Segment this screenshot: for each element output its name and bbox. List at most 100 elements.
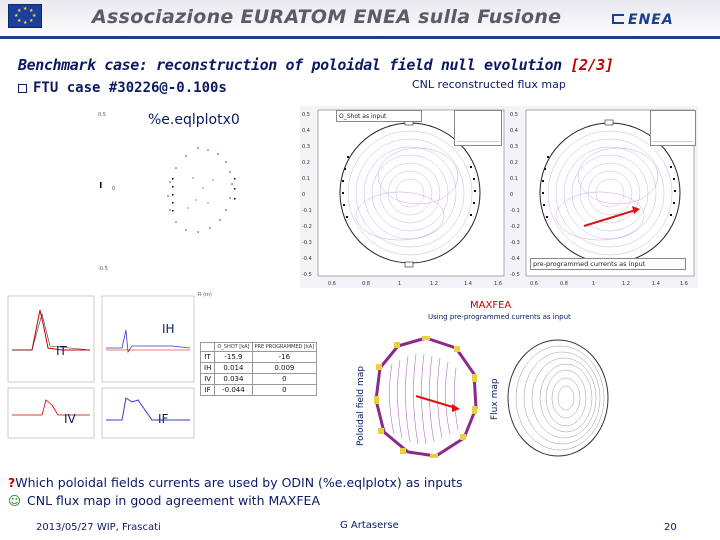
mid-xtick: 1.4 — [464, 281, 472, 287]
mid-ytick: 0.1 — [302, 176, 310, 182]
note-line-1-text: Which poloidal fields currents are used … — [15, 475, 463, 490]
note-line-1: ?Which poloidal fields currents are used… — [8, 475, 463, 490]
note-line-2: ☺ CNL flux map in good agreement with MAX… — [8, 493, 320, 508]
association-title: Associazione EURATOM ENEA sulla Fusione — [92, 6, 562, 28]
right-xtick: 1.6 — [680, 281, 688, 287]
table-cell: 0 — [251, 384, 318, 396]
right-xtick: 1.2 — [622, 281, 630, 287]
maxfea-sublabel: Using pre-programmed currents as input — [428, 313, 571, 321]
table-cell: -0.044 — [214, 384, 253, 396]
table-row: IT -15.9 -16 — [199, 351, 318, 363]
table-cell: IH — [199, 362, 216, 374]
right-xtick: 0.8 — [560, 281, 568, 287]
table-cell: 0.034 — [214, 373, 253, 385]
table-row: IV 0.034 0 — [199, 373, 318, 385]
poloidal-axis-label: Poloidal field map — [356, 366, 366, 446]
enea-mark-icon — [612, 14, 624, 24]
mid-ytick: -0.2 — [302, 224, 312, 230]
poloidal-map-panel — [372, 334, 480, 462]
right-legend — [650, 110, 696, 146]
mid-ytick: -0.1 — [302, 208, 312, 214]
right-ytick: -0.1 — [510, 208, 520, 214]
waveform-label-if: IF — [158, 412, 169, 426]
right-ytick: -0.3 — [510, 240, 520, 246]
cnl-label: CNL reconstructed flux map — [412, 78, 566, 91]
case-line: FTU case #30226@-0.100s — [18, 80, 227, 96]
eqlplot-panel: 0.5 0 -0.5 R (m) — [98, 108, 296, 298]
mid-xtick: 1.6 — [494, 281, 502, 287]
currents-table-wrap: O_SHOT [kA] PRE PROGRAMMED [kA] IT -15.9… — [199, 342, 318, 396]
right-xtick: 1.4 — [652, 281, 660, 287]
mid-ytick: -0.3 — [302, 240, 312, 246]
mid-xtick: 1 — [398, 281, 401, 287]
waveform-svg — [7, 295, 195, 439]
mid-ytick: 0.2 — [302, 160, 310, 166]
flux-axis-label: Flux map — [490, 378, 500, 420]
right-ytick: 0.3 — [510, 144, 518, 150]
waveform-panel — [2, 290, 198, 440]
flux-axis-text: Flux map — [490, 378, 500, 420]
right-ytick: 0.5 — [510, 112, 518, 118]
eqlplot-svg: 0.5 0 -0.5 R (m) — [98, 112, 236, 298]
question-icon: ? — [8, 475, 16, 490]
mid-ytick: 0.5 — [302, 112, 310, 118]
poloidal-axis-text: Poloidal field map — [356, 366, 366, 446]
header-band — [0, 0, 720, 40]
mid-title-box: O_Shot as input — [336, 110, 422, 122]
right-title-box: pre-programmed currents as input — [530, 258, 686, 270]
right-ytick: -0.5 — [510, 272, 520, 278]
table-cell: 0.014 — [214, 362, 253, 374]
case-line-text: FTU case #30226@-0.100s — [33, 80, 227, 96]
right-title-text: pre-programmed currents as input — [533, 260, 646, 268]
waveform-label-ih: IH — [162, 322, 175, 336]
poloidal-map-svg — [374, 336, 478, 458]
right-ytick: -0.4 — [510, 256, 520, 262]
table-cell: IV — [199, 373, 216, 385]
bullet-icon — [18, 83, 27, 93]
eu-flag-icon: ★ ★ ★ ★ ★ ★ ★ ★ — [8, 4, 42, 28]
table-cell: IT — [199, 351, 216, 363]
slide-title-page: [2/3] — [570, 56, 614, 74]
footer-author: G Artaserse — [340, 520, 399, 531]
header-rule — [0, 36, 720, 39]
currents-table: O_SHOT [kA] PRE PROGRAMMED [kA] IT -15.9… — [199, 342, 318, 396]
slide-title: Benchmark case: reconstruction of poloid… — [18, 56, 614, 74]
mid-xtick: 0.6 — [328, 281, 336, 287]
mid-xtick: 1.2 — [430, 281, 438, 287]
waveform-label-iv: IV — [64, 412, 76, 426]
mid-ytick: 0.3 — [302, 144, 310, 150]
right-xtick: 0.6 — [530, 281, 538, 287]
table-header — [199, 342, 216, 352]
mid-ytick: 0.4 — [302, 128, 310, 134]
table-cell: 0 — [251, 373, 318, 385]
eqlplot-label: %e.eqlplotx0 — [148, 112, 240, 128]
maxfea-label: MAXFEA — [470, 300, 512, 311]
table-cell: IF — [199, 384, 216, 396]
svg-text:-0.5: -0.5 — [98, 266, 108, 272]
mid-plot-svg: 0.5 0.4 0.3 0.2 0.1 0 -0.1 -0.2 -0.3 -0.… — [302, 109, 505, 287]
mid-legend — [454, 110, 502, 146]
table-cell: -15.9 — [214, 351, 253, 363]
right-xtick: 1 — [592, 281, 595, 287]
flux-map-panel — [504, 336, 612, 460]
mid-ytick: 0 — [302, 192, 305, 198]
enea-logo: ENEA — [628, 12, 674, 28]
right-ytick: 0 — [510, 192, 513, 198]
mid-xtick: 0.8 — [362, 281, 370, 287]
table-row: IF -0.044 0 — [199, 384, 318, 396]
flux-map-svg — [507, 339, 609, 457]
svg-text:0.5: 0.5 — [98, 112, 106, 118]
right-ytick: 0.2 — [510, 160, 518, 166]
waveform-label-it: IT — [56, 344, 67, 358]
table-cell: -16 — [251, 351, 318, 363]
smiley-icon: ☺ — [8, 493, 22, 508]
slide-title-main: Benchmark case: reconstruction of poloid… — [18, 56, 562, 74]
footer-date-place: 2013/05/27 WIP, Frascati — [36, 522, 161, 533]
svg-text:0: 0 — [112, 186, 115, 192]
note-line-2-text: CNL flux map in good agreement with MAXF… — [27, 493, 320, 508]
mid-title-text: O_Shot as input — [339, 113, 387, 120]
table-header-row: O_SHOT [kA] PRE PROGRAMMED [kA] — [199, 342, 318, 352]
mid-ytick: -0.5 — [302, 272, 312, 278]
svg-text:R (m): R (m) — [198, 292, 212, 298]
table-row: IH 0.014 0.009 — [199, 362, 318, 374]
